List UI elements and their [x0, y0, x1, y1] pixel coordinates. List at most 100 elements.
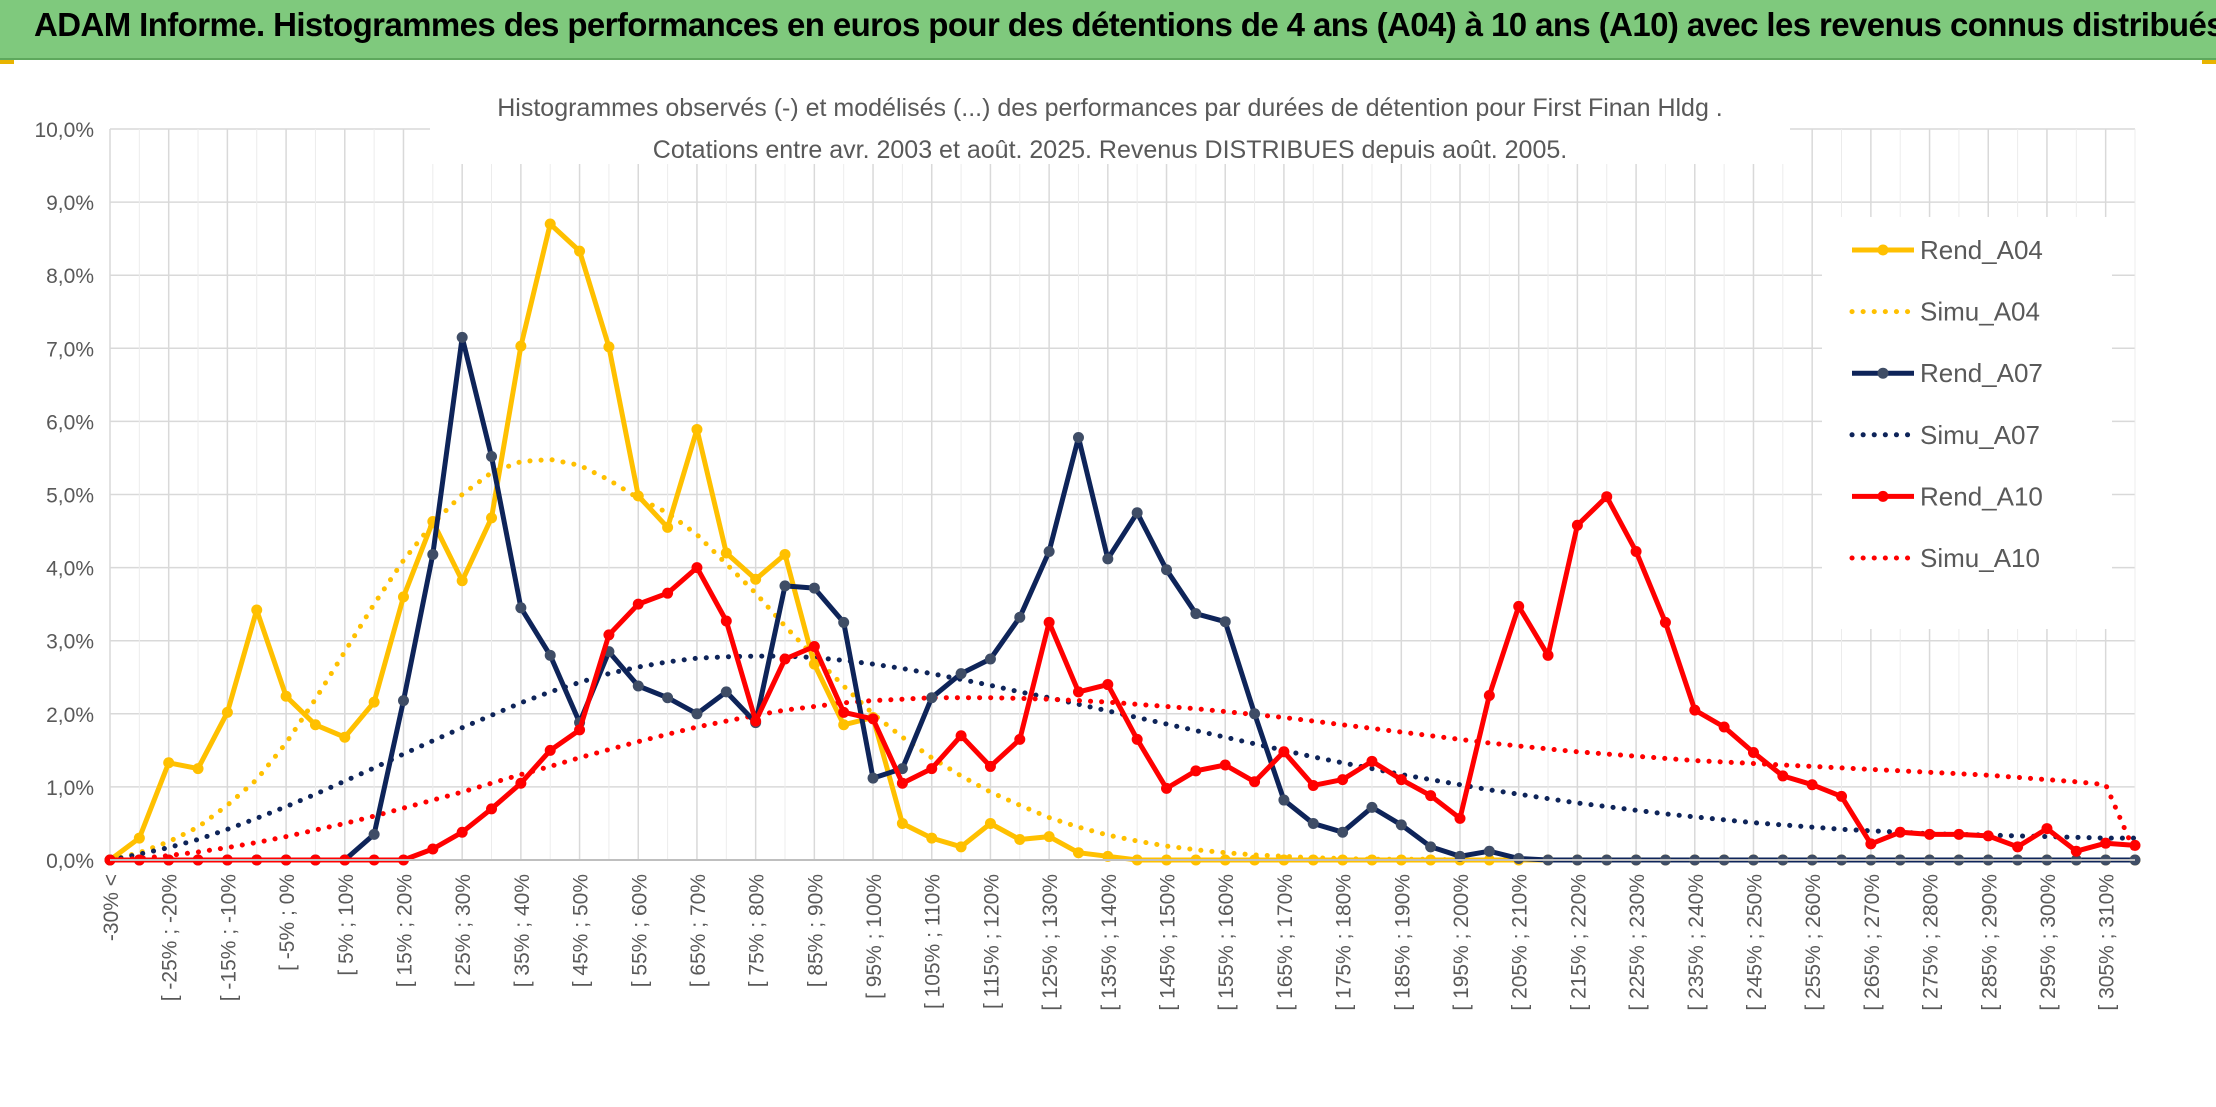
data-point-rend-a04: [192, 763, 204, 775]
data-point-rend-a07: [544, 649, 556, 661]
x-tick-label: [ -5% ; 0%: [276, 874, 299, 971]
x-tick-label: [ 255% ; 260%: [1802, 874, 1825, 1011]
data-point-rend-a10: [1836, 790, 1848, 802]
data-point-rend-a04: [838, 719, 850, 731]
legend-label-simu-a04: Simu_A04: [1920, 297, 2040, 327]
data-point-rend-a10: [1219, 759, 1231, 771]
gridlines: [109, 128, 2136, 861]
y-tick-label: 9,0%: [46, 192, 94, 215]
data-point-rend-a07: [955, 668, 967, 680]
data-point-rend-a04: [456, 575, 468, 587]
data-point-rend-a04: [691, 423, 703, 435]
data-point-rend-a04: [486, 512, 498, 524]
corner-mark-left: [0, 60, 14, 64]
legend-marker-rend-a10: [1877, 490, 1889, 502]
data-point-rend-a10: [896, 777, 908, 789]
data-point-rend-a04: [133, 832, 145, 844]
data-point-rend-a10: [2070, 845, 2082, 857]
x-tick-label: [ 205% ; 210%: [1509, 874, 1532, 1011]
data-point-rend-a10: [1542, 649, 1554, 661]
data-point-rend-a04: [339, 731, 351, 743]
y-tick-label: 5,0%: [46, 485, 94, 508]
data-point-rend-a07: [1395, 819, 1407, 831]
x-tick-label: [ 55% ; 60%: [628, 874, 651, 987]
chart-title-background: [430, 84, 1790, 164]
data-point-rend-a04: [808, 658, 820, 670]
data-point-rend-a04: [603, 341, 615, 353]
data-point-rend-a10: [1571, 519, 1583, 531]
data-point-rend-a07: [984, 653, 996, 665]
data-point-rend-a10: [1278, 746, 1290, 758]
data-point-rend-a07: [427, 548, 439, 560]
x-tick-label: [ 175% ; 180%: [1333, 874, 1356, 1011]
x-tick-label: [ 215% ; 220%: [1567, 874, 1590, 1011]
data-point-rend-a07: [1043, 546, 1055, 558]
x-tick-label: [ -15% ; -10%: [217, 874, 240, 1001]
data-point-rend-a04: [309, 719, 321, 731]
y-tick-label: 3,0%: [46, 631, 94, 654]
data-point-rend-a07: [1072, 431, 1084, 443]
x-tick-label: [ 165% ; 170%: [1274, 874, 1297, 1011]
y-tick-label: 7,0%: [46, 338, 94, 361]
data-point-rend-a04: [1014, 834, 1026, 846]
x-tick-label: [ 15% ; 20%: [393, 874, 416, 987]
data-point-rend-a07: [486, 450, 498, 462]
data-point-rend-a10: [1337, 774, 1349, 786]
data-point-rend-a10: [1366, 755, 1378, 767]
data-point-rend-a10: [2129, 839, 2141, 851]
performance-histogram-chart: 0,0% 1,0% 2,0% 3,0% 4,0% 5,0% 6,0% 7,0% 8,0% 9,0%…: [34, 84, 2141, 1011]
data-point-rend-a10: [2041, 823, 2053, 835]
data-point-rend-a10: [1395, 774, 1407, 786]
x-tick-label: [ 5% ; 10%: [335, 874, 358, 976]
data-point-rend-a10: [1102, 679, 1114, 691]
x-tick-label: [ 235% ; 240%: [1685, 874, 1708, 1011]
x-tick-label: [ 275% ; 280%: [1920, 874, 1943, 1011]
data-point-rend-a07: [1190, 608, 1202, 620]
data-point-rend-a07: [1219, 616, 1231, 628]
data-point-rend-a07: [808, 582, 820, 594]
data-point-rend-a07: [632, 680, 644, 692]
data-point-rend-a07: [1014, 611, 1026, 623]
data-point-rend-a04: [896, 817, 908, 829]
data-point-rend-a07: [368, 828, 380, 840]
data-point-rend-a10: [1425, 790, 1437, 802]
data-point-rend-a10: [926, 763, 938, 775]
data-point-rend-a07: [1131, 507, 1143, 519]
data-point-rend-a10: [1190, 765, 1202, 777]
data-point-rend-a10: [1601, 491, 1613, 503]
data-point-rend-a07: [1278, 794, 1290, 806]
data-point-rend-a10: [1982, 830, 1994, 842]
data-point-rend-a07: [779, 580, 791, 592]
data-point-rend-a10: [632, 598, 644, 610]
data-point-rend-a04: [397, 591, 409, 603]
y-tick-label: 2,0%: [46, 704, 94, 727]
data-point-rend-a10: [750, 715, 762, 727]
data-point-rend-a10: [1659, 616, 1671, 628]
data-point-rend-a10: [1307, 779, 1319, 791]
x-tick-label: [ 225% ; 230%: [1626, 874, 1649, 1011]
data-point-rend-a10: [2100, 837, 2112, 849]
x-tick-label: [ 75% ; 80%: [746, 874, 769, 987]
data-point-rend-a07: [1366, 801, 1378, 813]
data-point-rend-a04: [221, 706, 233, 718]
data-point-rend-a10: [1043, 616, 1055, 628]
data-point-rend-a04: [662, 521, 674, 533]
data-point-rend-a10: [1483, 690, 1495, 702]
x-tick-label: [ -25% ; -20%: [159, 874, 182, 1001]
data-point-rend-a07: [838, 616, 850, 628]
x-tick-label: [ 195% ; 200%: [1450, 874, 1473, 1011]
x-tick-label: [ 65% ; 70%: [687, 874, 710, 987]
data-point-rend-a10: [1865, 838, 1877, 850]
data-point-rend-a07: [1425, 841, 1437, 853]
data-point-rend-a07: [1102, 553, 1114, 565]
legend: Rend_A04 Simu_A04 Rend_A07 Simu_A07 Rend_A10…: [1822, 217, 2112, 629]
data-point-rend-a04: [632, 490, 644, 502]
data-point-rend-a04: [779, 548, 791, 560]
data-point-rend-a10: [1953, 828, 1965, 840]
data-point-rend-a04: [574, 245, 586, 257]
data-point-rend-a10: [1072, 686, 1084, 698]
axes: 0,0% 1,0% 2,0% 3,0% 4,0% 5,0% 6,0% 7,0% 8,0% 9,0%…: [34, 119, 2135, 1011]
data-point-rend-a10: [1454, 812, 1466, 824]
data-point-rend-a07: [867, 772, 879, 784]
data-point-rend-a07: [1483, 845, 1495, 857]
